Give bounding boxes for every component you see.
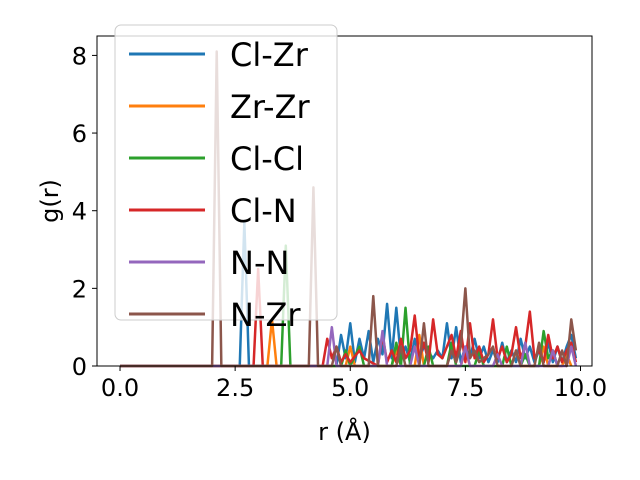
- y-tick-label: 2: [72, 275, 87, 303]
- y-axis-title: g(r): [36, 179, 64, 223]
- legend-label: Zr-Zr: [230, 88, 311, 126]
- x-tick-label: 7.5: [446, 374, 484, 402]
- legend-label: N-Zr: [230, 296, 301, 334]
- x-tick-label: 2.5: [216, 374, 254, 402]
- tick-layer: 0.0 2.5 5.0 7.5 10.0 0 2 4 6 8: [72, 42, 607, 402]
- y-tick-label: 8: [72, 42, 87, 70]
- legend-label: Cl-N: [230, 192, 297, 230]
- y-tick-label: 0: [72, 353, 87, 381]
- y-tick-label: 4: [72, 198, 87, 226]
- legend: Cl-Zr Zr-Zr Cl-Cl Cl-N N-N N-Zr: [114, 24, 338, 334]
- x-tick-label: 10.0: [554, 374, 607, 402]
- x-tick-label: 0.0: [101, 374, 139, 402]
- x-axis-title: r (Å): [318, 417, 371, 446]
- y-tick-label: 6: [72, 120, 87, 148]
- legend-box: [114, 24, 338, 321]
- plot-frame: [96, 35, 593, 367]
- axes-layer: [96, 35, 593, 367]
- legend-label: Cl-Zr: [230, 36, 309, 74]
- legend-label: Cl-Cl: [230, 140, 304, 178]
- x-tick-label: 5.0: [331, 374, 369, 402]
- legend-label: N-N: [230, 244, 289, 282]
- series-line-cl-n: [120, 267, 578, 368]
